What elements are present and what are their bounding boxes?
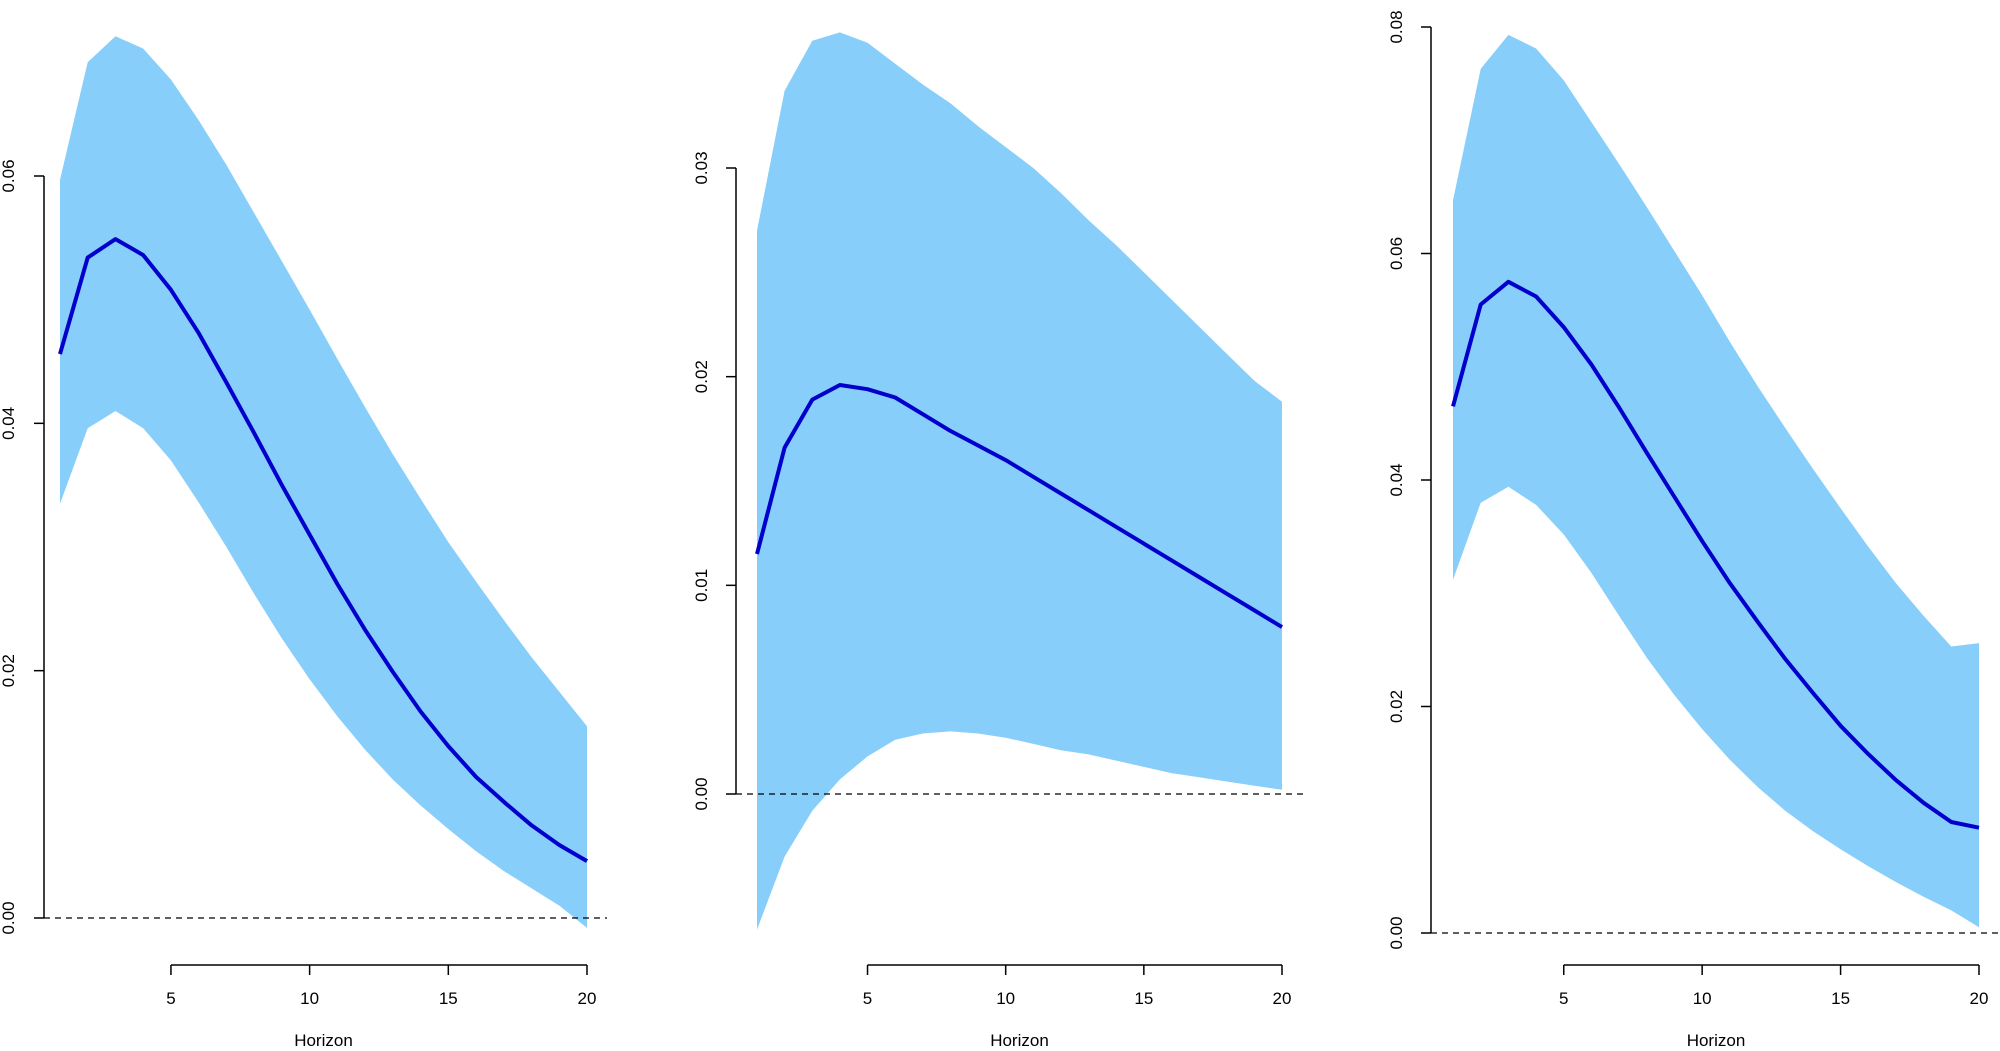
- x-axis-title: Horizon: [1687, 1031, 1746, 1050]
- x-tick-label: 5: [1559, 989, 1568, 1008]
- y-tick-label: 0.00: [1387, 916, 1406, 949]
- median-response-line: [58, 237, 589, 863]
- chart-panel-2: 0.00 0.01 0.02 0.03 5 10 15 20 Horizon: [692, 32, 1303, 1050]
- x-tick-label: 15: [1134, 989, 1153, 1008]
- x-tick-label: 5: [166, 989, 175, 1008]
- chart-panel-3: 0.00 0.02 0.04 0.06 0.08 5 10 15 20 Horizon: [1387, 10, 2000, 1050]
- chart-panel-1: 0.00 0.02 0.04 0.06 5 10 15 20 Horizon: [0, 36, 607, 1050]
- y-tick-label: 0.00: [0, 901, 18, 934]
- x-tick-label: 20: [578, 989, 597, 1008]
- y-tick-label: 0.02: [0, 654, 18, 687]
- x-tick-label: 15: [439, 989, 458, 1008]
- y-tick-label: 0.04: [0, 407, 18, 440]
- x-axis-title: Horizon: [294, 1031, 353, 1050]
- x-tick-label: 10: [1693, 989, 1712, 1008]
- y-tick-label: 0.02: [1387, 690, 1406, 723]
- x-tick-label: 20: [1970, 989, 1989, 1008]
- y-tick-label: 0.06: [1387, 237, 1406, 270]
- y-tick-label: 0.06: [0, 159, 18, 192]
- median-response-line: [755, 383, 1284, 629]
- median-response-line: [1451, 279, 1980, 830]
- x-tick-label: 10: [300, 989, 319, 1008]
- y-tick-label: 0.08: [1387, 10, 1406, 43]
- y-tick-label: 0.01: [692, 569, 711, 602]
- x-tick-label: 10: [996, 989, 1015, 1008]
- credible-band: [757, 32, 1282, 930]
- x-tick-label: 20: [1273, 989, 1292, 1008]
- y-tick-label: 0.00: [692, 777, 711, 810]
- x-axis-title: Horizon: [990, 1031, 1049, 1050]
- y-tick-label: 0.03: [692, 151, 711, 184]
- x-tick-label: 5: [863, 989, 872, 1008]
- credible-band: [1453, 34, 1979, 928]
- credible-band: [60, 36, 587, 928]
- y-tick-label: 0.02: [692, 360, 711, 393]
- y-tick-label: 0.04: [1387, 463, 1406, 496]
- x-tick-label: 15: [1831, 989, 1850, 1008]
